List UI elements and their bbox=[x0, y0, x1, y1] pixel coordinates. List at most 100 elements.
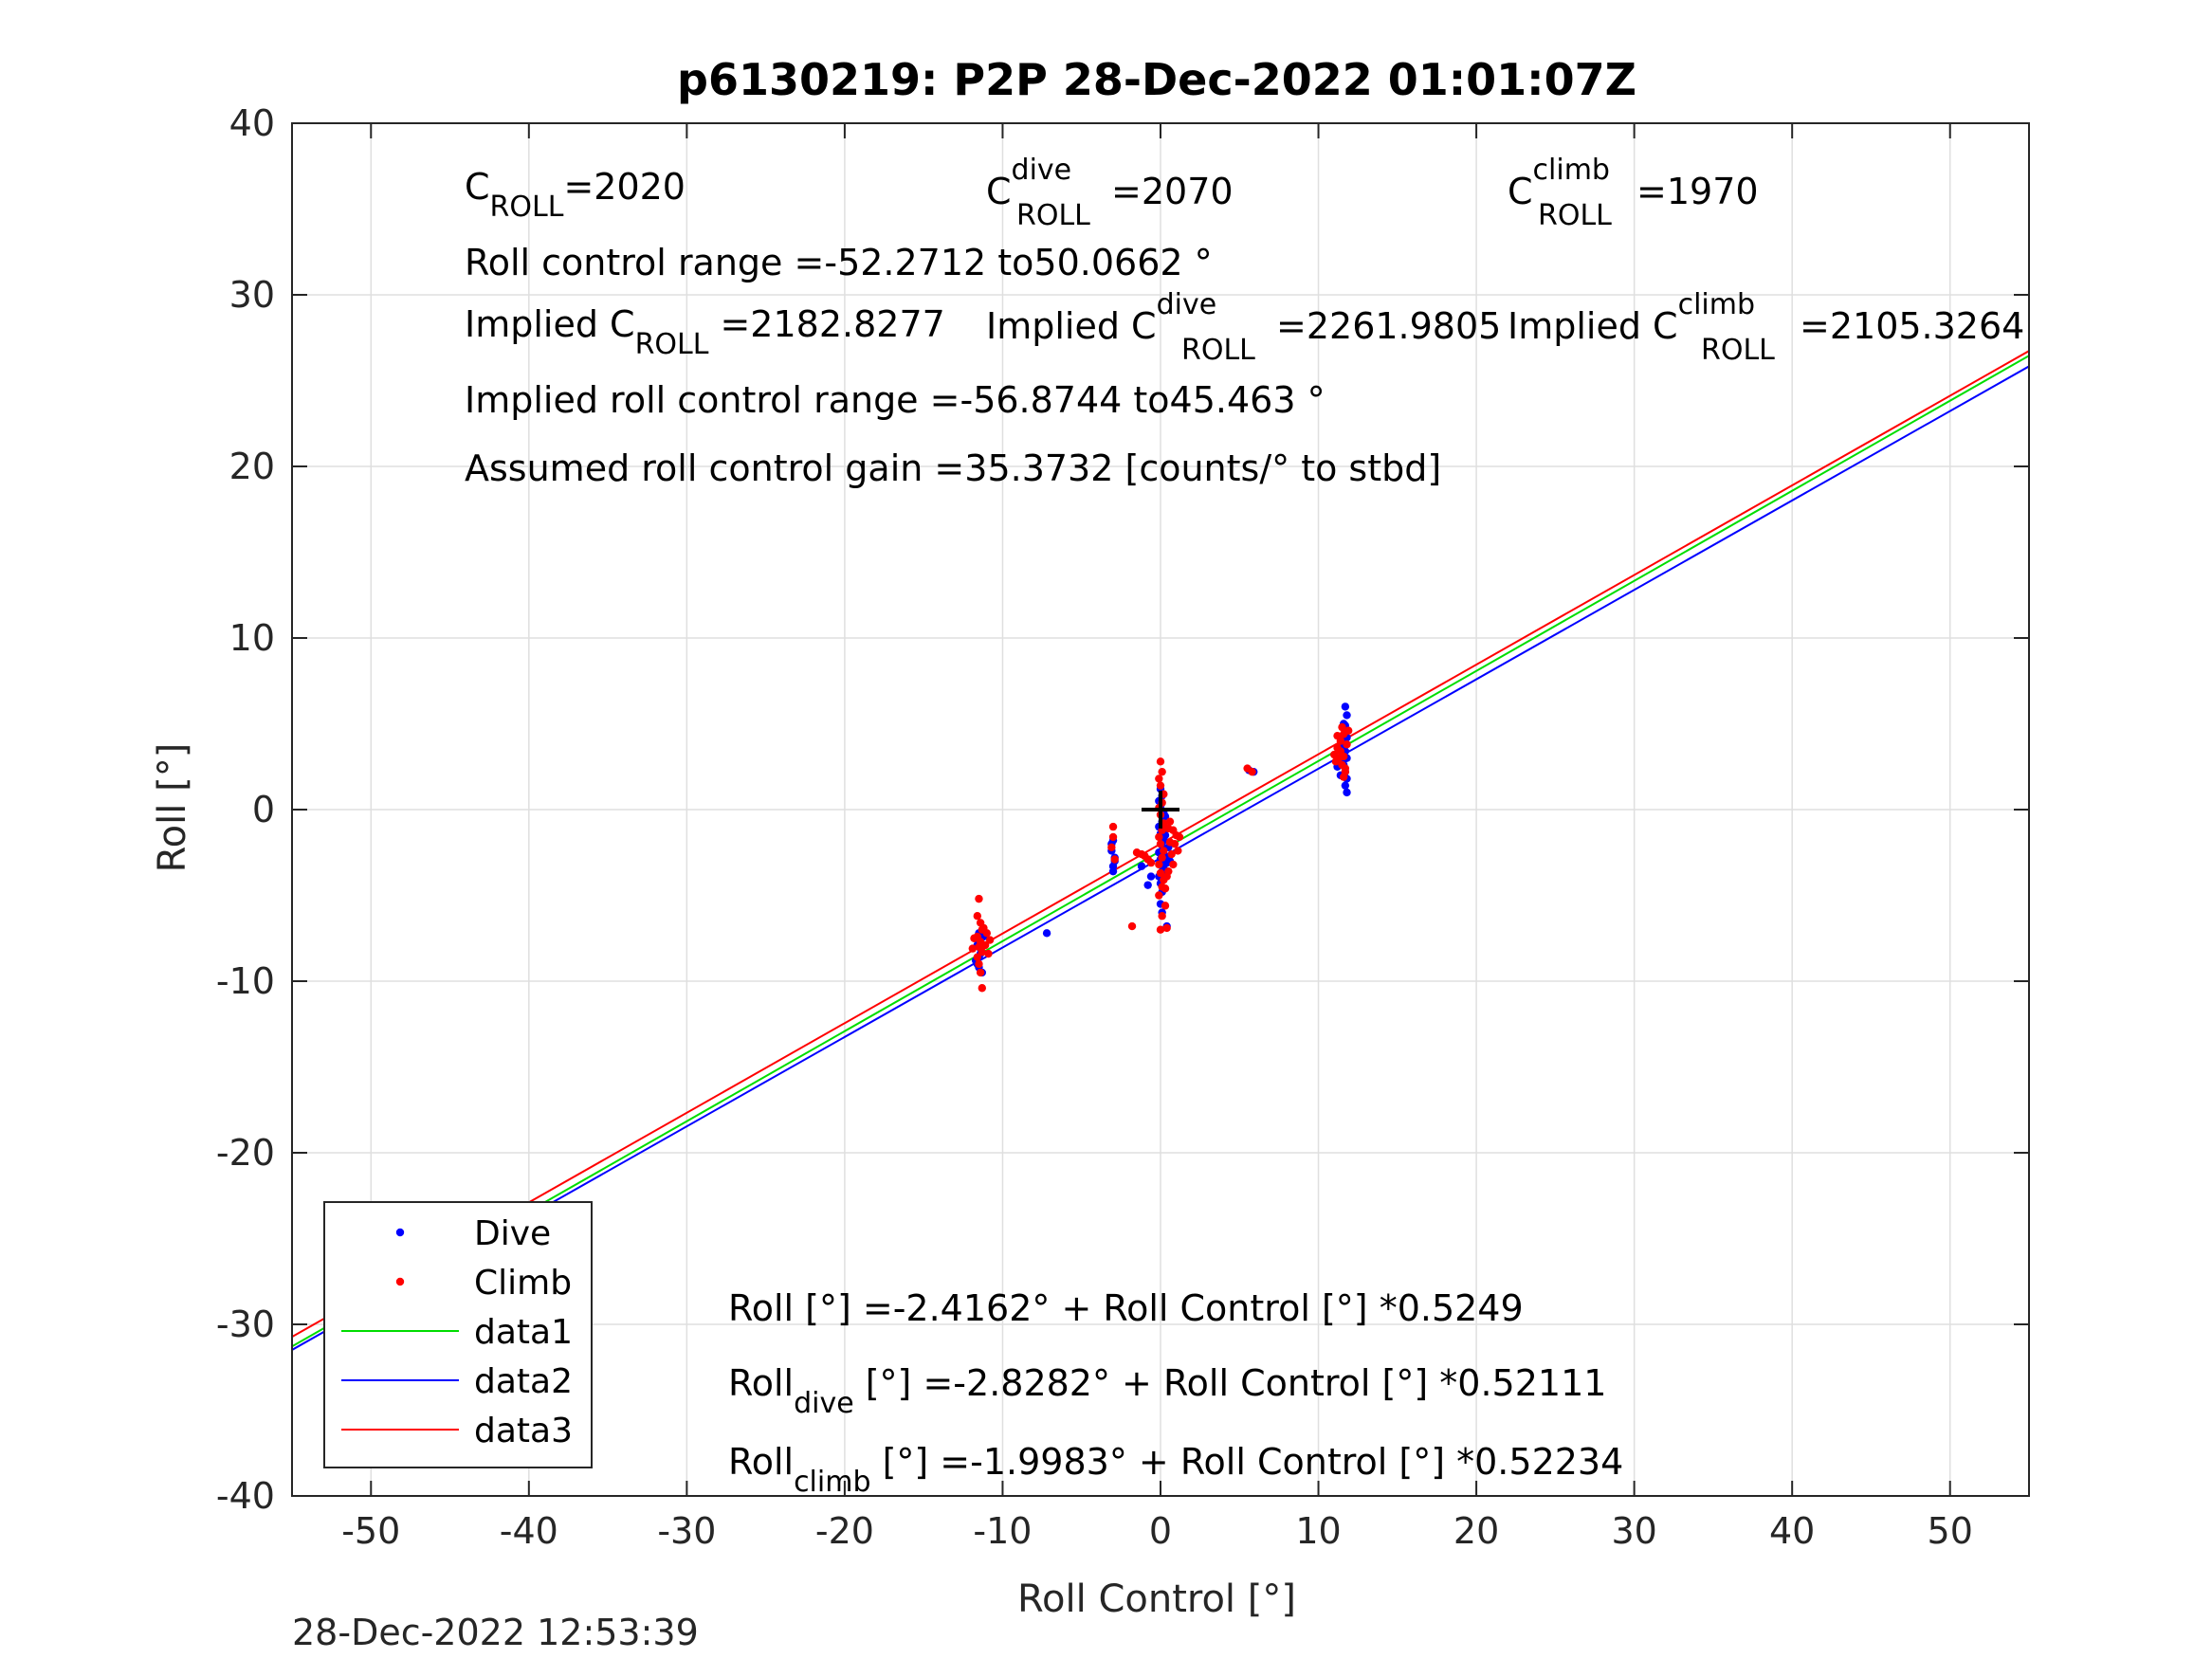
point-climb bbox=[1158, 853, 1166, 862]
point-climb bbox=[970, 934, 978, 942]
point-dive bbox=[1143, 881, 1152, 889]
fit-climb-rest: [°] =-1.9983° + Roll Control [°] *0.5223… bbox=[871, 1441, 1624, 1483]
point-climb bbox=[1156, 757, 1165, 766]
point-climb bbox=[985, 936, 995, 944]
point-climb bbox=[1158, 767, 1166, 776]
point-climb bbox=[1158, 912, 1166, 921]
y-tick-label: -10 bbox=[216, 960, 275, 1002]
x-tick-label: -10 bbox=[973, 1510, 1032, 1552]
point-climb bbox=[1175, 832, 1184, 842]
point-dive bbox=[1137, 862, 1146, 870]
legend-marker-dive bbox=[395, 1228, 405, 1237]
legend-label-data3: data3 bbox=[474, 1412, 573, 1450]
point-climb bbox=[1160, 847, 1168, 855]
axis-ticks bbox=[292, 122, 2029, 1497]
fit-climb-base: Roll bbox=[728, 1441, 794, 1483]
timestamp: 28-Dec-2022 12:53:39 bbox=[292, 1612, 699, 1653]
implied-croll-dive-sup: dive bbox=[1157, 288, 1217, 321]
plot-content bbox=[292, 350, 2029, 1351]
y-tick-label: 0 bbox=[252, 789, 275, 830]
croll-climb-sub: ROLL bbox=[1538, 199, 1612, 232]
gain-annotation: Assumed roll control gain =35.3732 [coun… bbox=[465, 447, 1441, 489]
annotations-top: CROLL=2020 Cdive ROLL =2070 Cclimb ROLL =197… bbox=[465, 154, 2024, 489]
point-climb bbox=[1156, 840, 1165, 848]
point-climb bbox=[1162, 872, 1171, 881]
point-climb bbox=[1170, 840, 1179, 848]
legend-marker-climb bbox=[395, 1277, 405, 1286]
point-climb bbox=[1162, 923, 1171, 933]
implied-croll-dive-prefix: Implied C bbox=[986, 305, 1157, 347]
y-tick-label: -40 bbox=[216, 1475, 275, 1517]
point-climb bbox=[1169, 860, 1178, 869]
croll-dive-value: =2070 bbox=[1111, 171, 1234, 212]
point-dive bbox=[1341, 781, 1350, 790]
implied-croll-climb-annotation: Implied Cclimb ROLL =2105.3264 bbox=[1508, 288, 2024, 367]
legend-label-data1: data1 bbox=[474, 1313, 573, 1352]
point-climb bbox=[1343, 740, 1351, 749]
implied-croll-climb-sup: climb bbox=[1678, 288, 1755, 321]
croll-climb-base: C bbox=[1508, 171, 1533, 212]
croll-climb-annotation: Cclimb ROLL =1970 bbox=[1508, 154, 1759, 232]
x-tick-label: 0 bbox=[1149, 1510, 1172, 1552]
point-climb bbox=[1156, 925, 1165, 934]
point-climb bbox=[1333, 731, 1342, 740]
fit-dive-sub: dive bbox=[794, 1387, 854, 1420]
point-dive bbox=[1343, 788, 1351, 797]
point-climb bbox=[978, 948, 987, 957]
y-tick-label: 10 bbox=[229, 617, 275, 659]
point-climb bbox=[1331, 757, 1341, 766]
point-climb bbox=[1165, 817, 1175, 826]
point-climb bbox=[1110, 855, 1119, 864]
croll-dive-sub: ROLL bbox=[1016, 199, 1090, 232]
point-climb bbox=[975, 894, 983, 903]
point-climb bbox=[979, 923, 988, 933]
point-climb bbox=[1338, 722, 1346, 732]
fit-all-base: Roll bbox=[728, 1287, 794, 1329]
point-climb bbox=[1107, 843, 1116, 852]
x-tick-label: 30 bbox=[1611, 1510, 1656, 1552]
implied-range-annotation: Implied roll control range =-56.8744 to4… bbox=[465, 379, 1325, 421]
point-climb bbox=[984, 949, 993, 958]
point-climb bbox=[976, 968, 985, 977]
implied-croll-dive-sub: ROLL bbox=[1181, 334, 1255, 367]
point-climb bbox=[978, 984, 987, 993]
croll-climb-sup: climb bbox=[1533, 154, 1610, 187]
implied-croll-prefix: Implied C bbox=[465, 303, 635, 345]
croll-sub: ROLL bbox=[490, 191, 564, 224]
point-climb bbox=[1156, 781, 1165, 790]
fit-all-equation: Roll [°] =-2.4162° + Roll Control [°] *0… bbox=[728, 1287, 1524, 1329]
legend-box bbox=[323, 1201, 593, 1468]
point-climb bbox=[1146, 858, 1156, 867]
point-climb bbox=[980, 940, 990, 950]
fit-dive-equation: Rolldive [°] =-2.8282° + Roll Control [°… bbox=[728, 1362, 1606, 1420]
x-tick-label: -50 bbox=[341, 1510, 400, 1552]
point-climb bbox=[1127, 921, 1137, 931]
point-climb bbox=[1339, 773, 1348, 781]
scatter-points bbox=[968, 702, 1353, 993]
tick-labels: -50 -40 -30 -20 -10 0 10 20 30 40 50 -40 -30 -20 -10 0 1… bbox=[216, 102, 1973, 1552]
point-climb bbox=[1167, 849, 1176, 859]
y-tick-label: -30 bbox=[216, 1304, 275, 1345]
croll-dive-sup: dive bbox=[1012, 154, 1072, 187]
point-climb bbox=[968, 944, 978, 953]
point-climb bbox=[1108, 822, 1118, 831]
implied-croll-value: =2182.8277 bbox=[720, 303, 944, 345]
croll-annotation: CROLL=2020 bbox=[465, 166, 686, 224]
roll-control-range-annotation: Roll control range =-52.2712 to50.0662 ° bbox=[465, 242, 1213, 283]
implied-croll-dive-value: =2261.9805 bbox=[1276, 305, 1501, 347]
croll-climb-value: =1970 bbox=[1636, 171, 1759, 212]
x-tick-label: 50 bbox=[1928, 1510, 1973, 1552]
fit-dive-base: Roll bbox=[728, 1362, 794, 1404]
legend-label-climb: Climb bbox=[474, 1264, 572, 1303]
legend-label-data2: data2 bbox=[474, 1362, 573, 1401]
croll-value: =2020 bbox=[563, 166, 686, 208]
fit-all-rest: [°] =-2.4162° + Roll Control [°] *0.5249 bbox=[794, 1287, 1524, 1329]
y-tick-label: 40 bbox=[229, 102, 275, 144]
croll-dive-annotation: Cdive ROLL =2070 bbox=[986, 154, 1234, 232]
plot-border bbox=[291, 122, 2030, 1497]
fit-equations: Roll [°] =-2.4162° + Roll Control [°] *0… bbox=[728, 1287, 1623, 1499]
center-marker bbox=[1142, 791, 1179, 829]
fit-climb-equation: Rollclimb [°] =-1.9983° + Roll Control [… bbox=[728, 1441, 1623, 1499]
x-axis-label: Roll Control [°] bbox=[1017, 1577, 1296, 1621]
